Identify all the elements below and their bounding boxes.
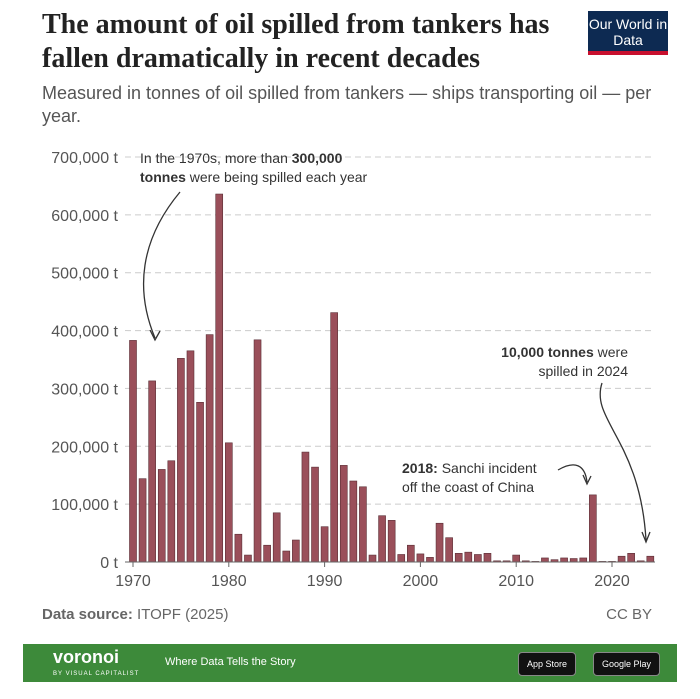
x-tick-label: 1990 — [307, 573, 343, 590]
bar-2018 — [589, 494, 597, 563]
arrowhead — [149, 329, 161, 342]
google-play-button[interactable]: Google Play — [593, 652, 661, 676]
bar-1981 — [234, 533, 243, 563]
x-tick-label: 1970 — [115, 573, 151, 590]
bar-2016 — [569, 558, 578, 563]
y-tick-label: 0 t — [100, 555, 118, 572]
bar-1975 — [177, 358, 185, 563]
bar-1998 — [397, 554, 406, 563]
arrowhead — [641, 531, 651, 544]
arrow-2018 — [557, 464, 588, 483]
bar-1986 — [282, 550, 291, 563]
bar-1980 — [225, 442, 233, 563]
bar-1976 — [186, 350, 195, 563]
footer-banner: voronoi BY VISUAL CAPITALIST Where Data … — [23, 644, 677, 682]
bar-2022 — [627, 553, 635, 563]
x-tick-label: 1980 — [211, 573, 247, 590]
bar-1983 — [253, 339, 262, 563]
bar-2010 — [512, 554, 521, 563]
bar-1996 — [378, 515, 386, 563]
y-tick-label: 400,000 t — [51, 324, 118, 341]
bar-2004 — [454, 553, 463, 563]
bar-2006 — [474, 554, 482, 563]
bar-1979 — [215, 193, 224, 563]
source-label: Data source: — [42, 606, 133, 623]
tagline: Where Data Tells the Story — [165, 656, 296, 668]
bar-2000 — [416, 553, 425, 563]
bar-2001 — [426, 557, 434, 563]
bar-1992 — [339, 465, 348, 563]
bar-chart: 0 t 100,000 t 200,000 t 300,000 t 400,000 t 5… — [51, 150, 655, 590]
bar-1987 — [292, 539, 300, 563]
bar-1991 — [330, 312, 338, 563]
y-tick-label: 200,000 t — [51, 439, 118, 456]
bar-2015 — [560, 557, 568, 563]
license[interactable]: CC BY — [606, 606, 652, 623]
voronoi-logo[interactable]: voronoi — [53, 647, 119, 667]
bar-1984 — [263, 544, 271, 563]
annotation-1970s: In the 1970s, more than 300,000 tonnes we… — [140, 150, 368, 185]
y-tick-label: 600,000 t — [51, 208, 118, 225]
bar-1972 — [148, 380, 156, 563]
y-tick-label: 300,000 t — [51, 381, 118, 398]
chart-subtitle: Measured in tonnes of oil spilled from t… — [42, 83, 652, 126]
bar-1997 — [387, 520, 396, 563]
arrowhead — [582, 474, 592, 486]
bar-2002 — [435, 522, 444, 563]
source-value: ITOPF (2025) — [137, 606, 229, 623]
x-tick-label: 2000 — [403, 573, 439, 590]
y-tick-label: 100,000 t — [51, 497, 118, 514]
chart-title: The amount of oil spilled from tankers h… — [42, 9, 550, 74]
bar-1990 — [320, 526, 329, 563]
bar-1985 — [272, 512, 281, 563]
bar-1982 — [244, 554, 252, 563]
x-tick-label: 2010 — [498, 573, 534, 590]
y-tick-label: 700,000 t — [51, 150, 118, 167]
bar-2017 — [579, 557, 588, 563]
bar-1995 — [368, 554, 377, 563]
arrow-1970s — [142, 191, 181, 339]
bar-1973 — [157, 469, 166, 563]
bar-2005 — [464, 551, 473, 563]
bar-2013 — [541, 557, 549, 563]
data-source: Data source: ITOPF (2025) — [42, 606, 228, 623]
bar-1988 — [301, 451, 310, 563]
bar-1971 — [138, 478, 147, 563]
bar-1993 — [349, 480, 358, 563]
arrow-2024 — [599, 382, 647, 541]
annotation-2024: 10,000 tonnes were spilled in 2024 — [501, 344, 628, 379]
bar-2007 — [483, 553, 492, 563]
bar-1974 — [167, 460, 176, 563]
y-tick-label: 500,000 t — [51, 266, 118, 283]
owid-logo[interactable]: Our World in Data — [588, 11, 668, 55]
bar-1977 — [196, 402, 204, 563]
bar-1989 — [311, 466, 319, 563]
bar-2024 — [646, 555, 655, 563]
annotation-2018: 2018: Sanchi incident off the coast of Ch… — [402, 460, 537, 495]
x-tick-label: 2020 — [594, 573, 630, 590]
bar-2021 — [617, 555, 626, 563]
bar-1999 — [407, 544, 415, 563]
bar-1970 — [129, 340, 137, 563]
bar-1978 — [205, 334, 214, 563]
voronoi-sub: BY VISUAL CAPITALIST — [53, 671, 140, 677]
bar-2003 — [445, 537, 453, 563]
bar-1994 — [359, 486, 367, 563]
app-store-button[interactable]: App Store — [518, 652, 577, 676]
